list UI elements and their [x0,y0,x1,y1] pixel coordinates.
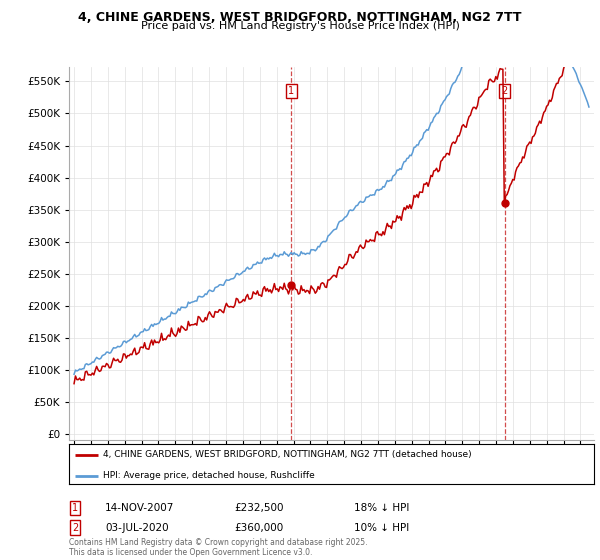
Text: 2: 2 [72,522,78,533]
Text: £360,000: £360,000 [234,522,283,533]
Text: Price paid vs. HM Land Registry's House Price Index (HPI): Price paid vs. HM Land Registry's House … [140,21,460,31]
Text: 1: 1 [289,86,295,96]
Text: 14-NOV-2007: 14-NOV-2007 [105,503,175,513]
Text: 03-JUL-2020: 03-JUL-2020 [105,522,169,533]
Text: 18% ↓ HPI: 18% ↓ HPI [354,503,409,513]
Text: 1: 1 [72,503,78,513]
Text: 4, CHINE GARDENS, WEST BRIDGFORD, NOTTINGHAM, NG2 7TT (detached house): 4, CHINE GARDENS, WEST BRIDGFORD, NOTTIN… [103,450,472,459]
Text: Contains HM Land Registry data © Crown copyright and database right 2025.
This d: Contains HM Land Registry data © Crown c… [69,538,367,557]
Text: 10% ↓ HPI: 10% ↓ HPI [354,522,409,533]
Text: HPI: Average price, detached house, Rushcliffe: HPI: Average price, detached house, Rush… [103,471,315,480]
Text: £232,500: £232,500 [234,503,284,513]
Text: 2: 2 [502,86,508,96]
Text: 4, CHINE GARDENS, WEST BRIDGFORD, NOTTINGHAM, NG2 7TT: 4, CHINE GARDENS, WEST BRIDGFORD, NOTTIN… [78,11,522,24]
